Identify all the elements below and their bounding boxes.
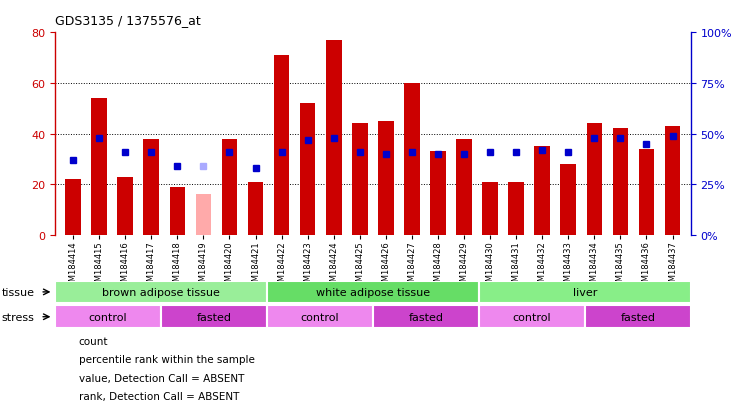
Bar (267, 306, 373, 328)
Text: fasted: fasted (197, 312, 231, 322)
Bar (430, 152, 446, 235)
Bar (55, 306, 161, 328)
Bar (161, 306, 267, 328)
Text: tissue: tissue (1, 287, 34, 297)
Bar (267, 281, 479, 304)
Text: fasted: fasted (621, 312, 655, 322)
Bar (586, 124, 602, 235)
Bar (248, 182, 263, 235)
Bar (378, 121, 394, 235)
Bar (91, 99, 107, 235)
Bar (534, 147, 550, 235)
Bar (664, 127, 681, 235)
Bar (143, 139, 159, 235)
Bar (55, 281, 267, 304)
Bar (479, 306, 585, 328)
Bar (585, 306, 691, 328)
Bar (118, 177, 133, 235)
Bar (639, 150, 654, 235)
Bar (326, 40, 341, 235)
Bar (274, 56, 289, 235)
Bar (170, 188, 185, 235)
Text: stress: stress (1, 312, 34, 322)
Text: rank, Detection Call = ABSENT: rank, Detection Call = ABSENT (79, 392, 239, 401)
Bar (456, 139, 471, 235)
Text: liver: liver (572, 287, 597, 297)
Text: percentile rank within the sample: percentile rank within the sample (79, 354, 254, 364)
Bar (196, 195, 211, 235)
Text: control: control (300, 312, 339, 322)
Bar (221, 139, 238, 235)
Bar (482, 182, 498, 235)
Bar (404, 83, 420, 235)
Bar (352, 124, 368, 235)
Bar (613, 129, 628, 235)
Bar (479, 281, 691, 304)
Bar (300, 104, 316, 235)
Text: control: control (512, 312, 551, 322)
Text: control: control (88, 312, 127, 322)
Bar (508, 182, 524, 235)
Text: brown adipose tissue: brown adipose tissue (102, 287, 220, 297)
Bar (561, 165, 576, 235)
Bar (65, 180, 81, 235)
Text: fasted: fasted (409, 312, 443, 322)
Bar (373, 306, 479, 328)
Text: GDS3135 / 1375576_at: GDS3135 / 1375576_at (55, 14, 200, 27)
Text: count: count (79, 336, 108, 346)
Text: value, Detection Call = ABSENT: value, Detection Call = ABSENT (79, 373, 244, 383)
Text: white adipose tissue: white adipose tissue (316, 287, 430, 297)
